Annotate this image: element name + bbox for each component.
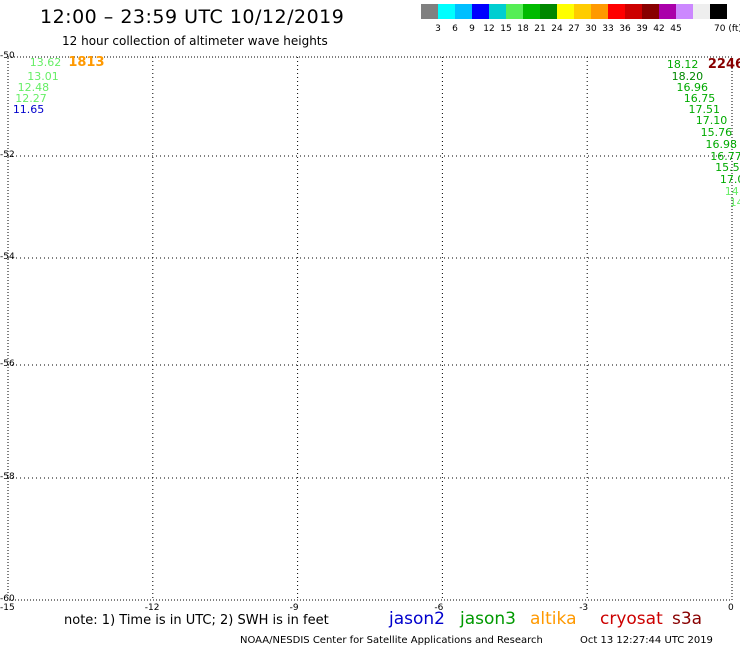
wave-height-value: 16.77 [710, 149, 740, 163]
lat-tick-label: -60 [0, 594, 15, 604]
lon-tick-label: -3 [579, 603, 589, 613]
wave-height-value: 12.27 [15, 91, 47, 105]
legend-label: 45 [670, 24, 682, 34]
map-grid [7, 56, 733, 601]
lat-tick-label: -50 [0, 51, 15, 61]
legend-label: 9 [469, 24, 475, 34]
lat-tick-label: -54 [0, 252, 15, 262]
legend-label: 33 [602, 24, 614, 34]
footer-credit: NOAA/NESDIS Center for Satellite Applica… [240, 635, 543, 646]
lat-tick-label: -52 [0, 150, 15, 160]
page-subtitle: 12 hour collection of altimeter wave hei… [62, 34, 328, 48]
legend-swatch [608, 4, 625, 19]
legend-swatch [642, 4, 659, 19]
wave-height-value: 16.96 [676, 80, 708, 94]
lat-tick-label: -58 [0, 472, 15, 482]
legend-swatch [625, 4, 642, 19]
satellite-name: jason3 [460, 609, 516, 629]
wave-height-value: 1813 [68, 55, 105, 70]
wave-height-value: 17.51 [688, 103, 721, 117]
legend-label: 42 [653, 24, 665, 34]
legend-swatch [489, 4, 506, 19]
legend-label: 36 [619, 24, 631, 34]
legend-swatch [557, 4, 574, 19]
footer-note: note: 1) Time is in UTC; 2) SWH is in fe… [64, 613, 329, 628]
legend-label: 24 [551, 24, 563, 34]
wave-height-value: 13.62 [29, 56, 62, 69]
legend-swatch [455, 4, 472, 19]
legend-label: 30 [585, 24, 597, 34]
legend-label: 21 [534, 24, 546, 34]
legend-swatch [676, 4, 693, 19]
wave-height-value: 2246 [707, 57, 740, 73]
satellite-name: cryosat [600, 609, 663, 629]
legend-swatch [540, 4, 557, 19]
legend-label: 27 [568, 24, 580, 34]
wave-height-value: 17.0 [719, 172, 740, 186]
lat-tick-label: -56 [0, 359, 15, 369]
legend-swatch [574, 4, 591, 19]
legend-label: 39 [636, 24, 648, 34]
wave-height-value: 18.12 [666, 58, 699, 72]
legend-swatch [659, 4, 676, 19]
legend-swatch [438, 4, 455, 19]
legend-swatch [472, 4, 489, 19]
legend-label: 3 [435, 24, 441, 34]
wave-height-value: 12.48 [17, 80, 50, 94]
lon-tick-label: -6 [434, 603, 444, 613]
satellite-name: altika [530, 609, 577, 629]
legend-swatch [693, 4, 710, 19]
legend-label: 18 [517, 24, 529, 34]
wave-height-value: 15.76 [700, 126, 733, 140]
satellite-name: jason2 [389, 609, 445, 629]
legend-label: 15 [500, 24, 512, 34]
page-title: 12:00 – 23:59 UTC 10/12/2019 [40, 6, 345, 28]
wave-height-value: 17.10 [695, 114, 728, 128]
map-border [7, 56, 733, 601]
satellite-name: s3a [672, 609, 703, 629]
wave-height-value: 11.65 [12, 103, 45, 117]
legend-unit-label: 70 (ft) [714, 24, 740, 34]
lon-tick-label: -12 [144, 603, 160, 613]
wave-height-value: 18.20 [671, 69, 704, 83]
wave-height-value: 13.01 [27, 69, 59, 83]
legend-label: 6 [452, 24, 458, 34]
legend-swatch [591, 4, 608, 19]
footer-timestamp: Oct 13 12:27:44 UTC 2019 [580, 635, 713, 646]
lon-tick-label: -9 [289, 603, 299, 613]
wave-height-value: 15.54 [715, 161, 740, 175]
legend-swatch [710, 4, 727, 19]
wave-height-value: 14 [724, 184, 739, 198]
legend-swatch [506, 4, 523, 19]
lon-tick-label: -15 [0, 603, 15, 613]
lon-tick-label: 0 [728, 603, 734, 613]
wave-height-value: 16.75 [683, 91, 716, 105]
wave-height-value: 14 [729, 195, 740, 209]
legend-label: 12 [483, 24, 495, 34]
legend-swatch [421, 4, 438, 19]
legend-swatch [523, 4, 540, 19]
wave-height-value: 16.98 [705, 138, 737, 152]
